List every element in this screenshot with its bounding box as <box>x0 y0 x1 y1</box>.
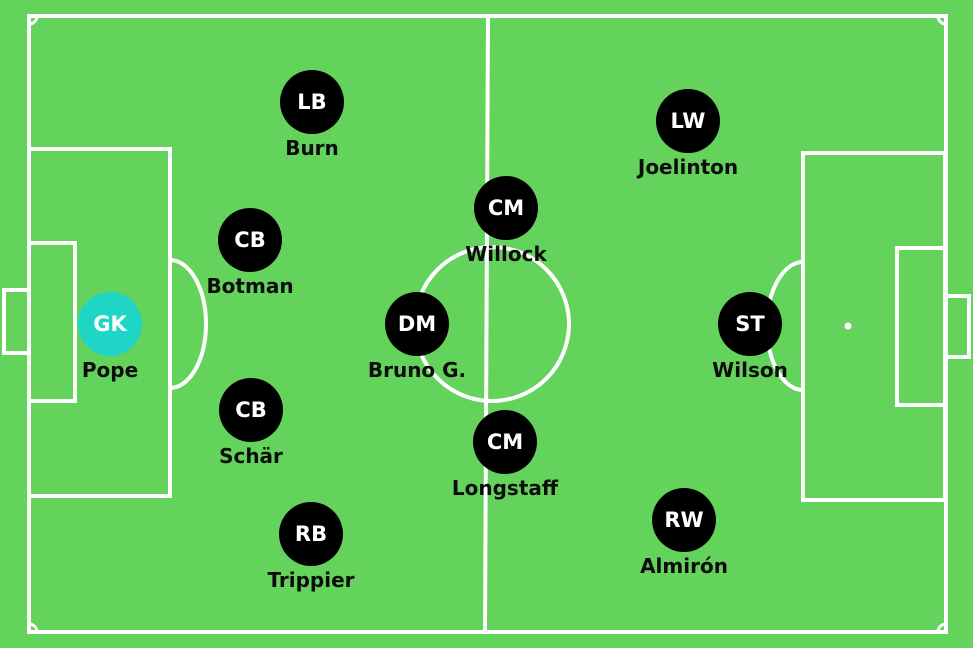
player-cm-bottom: CM Longstaff <box>450 410 560 498</box>
player-name: Schär <box>219 444 283 468</box>
player-name: Almirón <box>640 554 728 578</box>
player-cb-right: CB Schär <box>196 378 306 466</box>
position-badge: ST <box>718 292 782 356</box>
corner-arc-top-right <box>936 15 947 26</box>
position-badge: DM <box>385 292 449 356</box>
corner-arc-top-left <box>28 15 39 26</box>
player-name: Willock <box>465 242 547 266</box>
position-badge: CM <box>473 410 537 474</box>
player-lw: LW Joelinton <box>633 89 743 177</box>
right-goal <box>943 294 971 359</box>
position-badge: LB <box>280 70 344 134</box>
corner-arc-bottom-right <box>936 622 947 633</box>
halfway-line <box>483 15 490 633</box>
left-penalty-arc <box>169 258 208 390</box>
player-name: Botman <box>206 274 294 298</box>
position-badge: RB <box>279 502 343 566</box>
player-cb-left: CB Botman <box>195 208 305 296</box>
player-name: Longstaff <box>451 476 559 500</box>
corner-arc-bottom-left <box>28 622 39 633</box>
player-dm: DM Bruno G. <box>362 292 472 380</box>
player-lb: LB Burn <box>257 70 367 158</box>
player-rb: RB Trippier <box>256 502 366 590</box>
right-penalty-spot <box>844 322 852 330</box>
player-name: Joelinton <box>637 155 739 179</box>
player-st: ST Wilson <box>695 292 805 380</box>
player-name: Burn <box>285 136 339 160</box>
player-name: Pope <box>81 358 139 382</box>
position-badge: CB <box>218 208 282 272</box>
position-badge: CB <box>219 378 283 442</box>
player-gk: GK Pope <box>55 292 165 380</box>
player-name: Wilson <box>712 358 788 382</box>
left-goal <box>2 288 31 355</box>
player-rw: RW Almirón <box>629 488 739 576</box>
player-name: Trippier <box>267 568 355 592</box>
position-badge: LW <box>656 89 720 153</box>
player-cm-top: CM Willock <box>451 176 561 264</box>
position-badge: GK <box>78 292 142 356</box>
player-name: Bruno G. <box>367 358 467 382</box>
position-badge: CM <box>474 176 538 240</box>
position-badge: RW <box>652 488 716 552</box>
